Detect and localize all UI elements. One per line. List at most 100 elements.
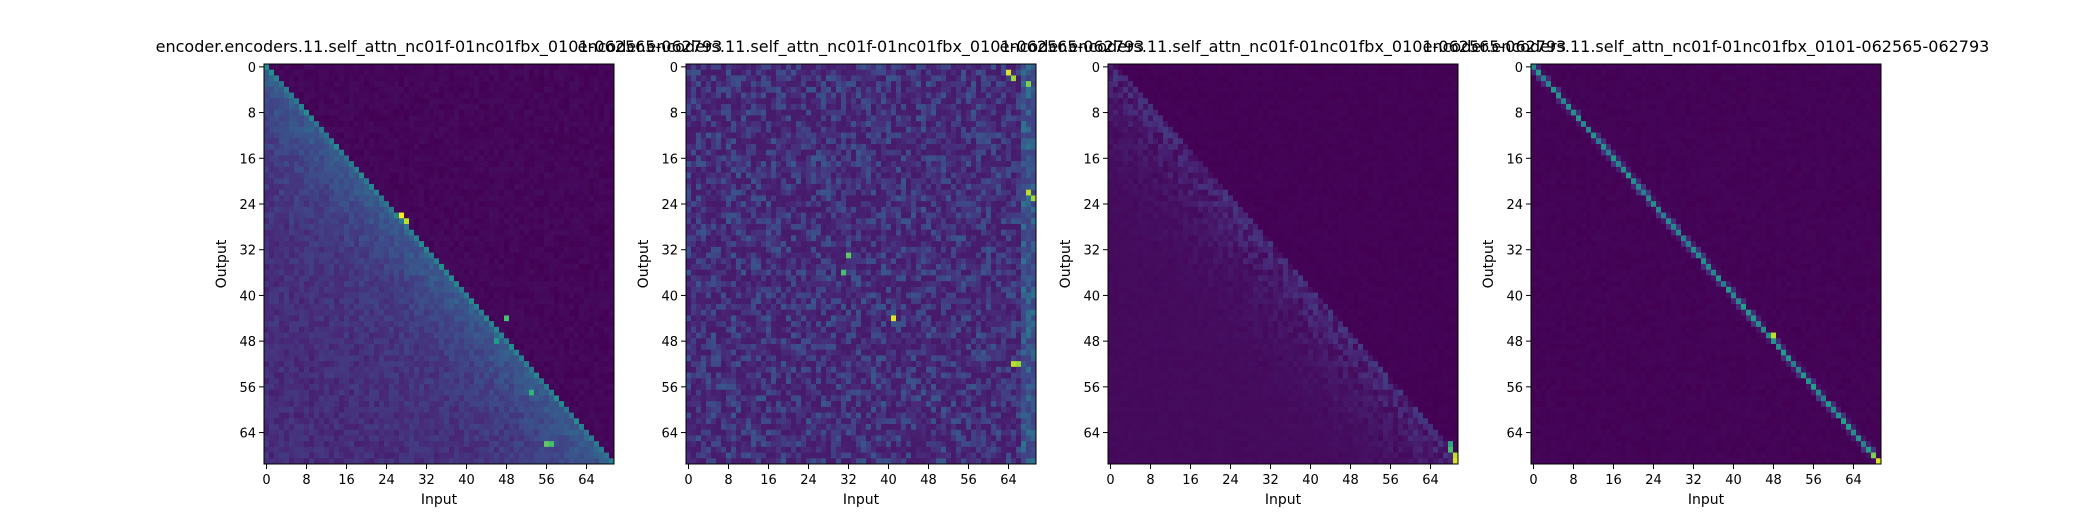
heatmap-cell xyxy=(359,281,365,288)
heatmap-cell xyxy=(339,452,345,459)
heatmap-cell xyxy=(264,361,270,368)
heatmap-cell xyxy=(434,395,440,402)
heatmap-cell xyxy=(359,81,365,88)
heatmap-cell xyxy=(504,338,510,345)
heatmap-cell xyxy=(269,81,275,88)
heatmap-cell xyxy=(379,109,385,116)
heatmap-cell xyxy=(524,389,530,396)
heatmap-cell xyxy=(439,64,445,71)
heatmap-cell xyxy=(264,229,270,236)
heatmap-cell xyxy=(489,435,495,442)
heatmap-cell xyxy=(419,258,425,265)
heatmap-cell xyxy=(514,304,520,311)
heatmap-cell xyxy=(599,446,605,453)
heatmap-cell xyxy=(324,212,330,219)
heatmap-cell xyxy=(414,446,420,453)
heatmap-cell xyxy=(364,104,370,111)
heatmap-cell xyxy=(309,166,315,173)
heatmap-cell xyxy=(319,315,325,322)
heatmap-cell xyxy=(384,86,390,93)
heatmap-cell xyxy=(444,446,450,453)
heatmap-cell xyxy=(429,264,435,271)
heatmap-cell xyxy=(414,81,420,88)
heatmap-cell xyxy=(319,395,325,402)
heatmap-cell xyxy=(454,315,460,322)
heatmap-cell xyxy=(574,258,580,265)
heatmap-cell xyxy=(594,235,600,242)
heatmap-cell xyxy=(544,132,550,139)
heatmap-cell xyxy=(484,172,490,179)
heatmap-cell xyxy=(364,349,370,356)
heatmap-cell xyxy=(264,395,270,402)
heatmap-cell xyxy=(574,401,580,408)
heatmap-cell xyxy=(609,441,615,448)
heatmap-cell xyxy=(419,178,425,185)
heatmap-cell xyxy=(264,189,270,196)
heatmap-cell xyxy=(564,166,570,173)
heatmap-cell xyxy=(549,321,555,328)
heatmap-cell xyxy=(469,121,475,128)
heatmap-cell xyxy=(474,115,480,122)
heatmap-cell xyxy=(284,309,290,316)
heatmap-cell xyxy=(354,235,360,242)
heatmap-cell xyxy=(504,201,510,208)
heatmap-cell xyxy=(344,315,350,322)
heatmap-cell xyxy=(589,241,595,248)
heatmap-cell xyxy=(299,166,305,173)
heatmap-cell xyxy=(564,275,570,282)
heatmap-cell xyxy=(319,332,325,339)
heatmap-cell xyxy=(354,361,360,368)
heatmap-cell xyxy=(299,64,305,71)
heatmap-cell xyxy=(484,378,490,385)
heatmap-cell xyxy=(434,418,440,425)
heatmap-cell xyxy=(389,258,395,265)
heatmap-cell xyxy=(389,172,395,179)
heatmap-cell xyxy=(484,149,490,156)
heatmap-cell xyxy=(444,269,450,276)
heatmap-cell xyxy=(494,155,500,162)
heatmap-cell xyxy=(449,441,455,448)
heatmap-cell xyxy=(489,361,495,368)
heatmap-cell xyxy=(324,75,330,82)
heatmap-cell xyxy=(364,86,370,93)
heatmap-cell xyxy=(334,218,340,225)
heatmap-cell xyxy=(524,155,530,162)
heatmap-cell xyxy=(514,446,520,453)
heatmap-cell xyxy=(319,172,325,179)
heatmap-cell xyxy=(569,189,575,196)
heatmap-cell xyxy=(319,235,325,242)
heatmap-cell xyxy=(334,338,340,345)
heatmap-cell xyxy=(369,395,375,402)
heatmap-cell xyxy=(279,189,285,196)
heatmap-cell xyxy=(594,121,600,128)
heatmap-cell xyxy=(529,138,535,145)
heatmap-cell xyxy=(549,184,555,191)
heatmap-cell xyxy=(279,195,285,202)
heatmap-cell xyxy=(534,252,540,259)
heatmap-cell xyxy=(509,86,515,93)
heatmap-cell xyxy=(434,166,440,173)
heatmap-cell xyxy=(594,286,600,293)
heatmap-cell xyxy=(354,269,360,276)
heatmap-cell xyxy=(434,246,440,253)
heatmap-cell xyxy=(304,235,310,242)
heatmap-cell xyxy=(274,178,280,185)
heatmap-cell xyxy=(389,264,395,271)
heatmap-cell xyxy=(554,69,560,76)
heatmap-cell xyxy=(509,98,515,105)
heatmap-cell xyxy=(324,252,330,259)
heatmap-cell xyxy=(399,309,405,316)
heatmap-cell xyxy=(339,206,345,213)
heatmap-cell xyxy=(414,86,420,93)
heatmap-cell xyxy=(559,121,565,128)
heatmap-cell xyxy=(299,452,305,459)
heatmap-cell xyxy=(334,138,340,145)
heatmap-cell xyxy=(414,126,420,133)
heatmap-cell xyxy=(539,235,545,242)
heatmap-cell xyxy=(489,218,495,225)
heatmap-cell xyxy=(434,326,440,333)
heatmap-cell xyxy=(464,172,470,179)
heatmap-cell xyxy=(439,406,445,413)
heatmap-cell xyxy=(539,435,545,442)
heatmap-cell xyxy=(424,401,430,408)
